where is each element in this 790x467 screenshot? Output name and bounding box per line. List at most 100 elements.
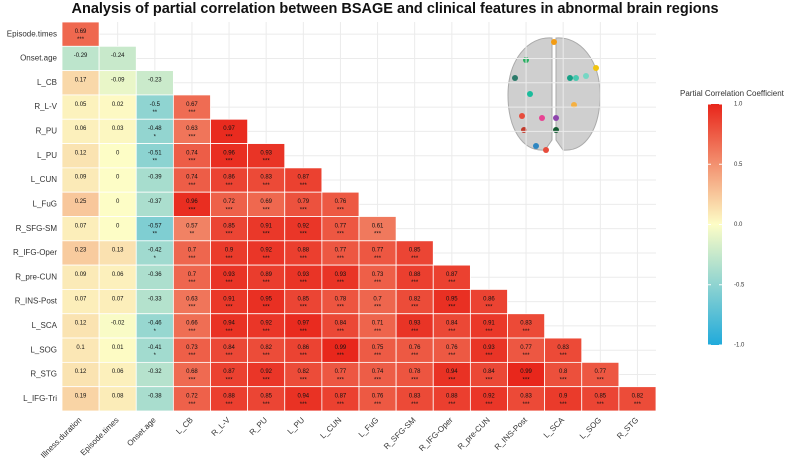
cell-value: 0.13 bbox=[112, 248, 124, 254]
heatmap-cell bbox=[61, 21, 100, 47]
heatmap-cell bbox=[395, 337, 434, 363]
heatmap-cell bbox=[172, 264, 211, 290]
heatmap-cell bbox=[98, 191, 137, 217]
cell-significance: *** bbox=[337, 305, 345, 311]
cell-value: 0.78 bbox=[409, 369, 421, 375]
cell-significance: *** bbox=[337, 377, 345, 383]
cell-value: -0.39 bbox=[148, 175, 162, 181]
cell-value: 0.77 bbox=[335, 248, 347, 254]
cell-value: 0.86 bbox=[223, 175, 235, 181]
y-tick-label: L_FuG bbox=[33, 199, 57, 208]
y-tick-label: R_PU bbox=[36, 127, 58, 136]
cell-significance: *** bbox=[411, 377, 419, 383]
brain-illustration bbox=[507, 37, 601, 153]
cell-significance: *** bbox=[188, 134, 196, 140]
cell-value: 0.82 bbox=[409, 296, 421, 302]
heatmap-cell bbox=[172, 118, 211, 144]
y-tick-label: L_SOG bbox=[30, 345, 57, 354]
cell-value: -0.02 bbox=[111, 321, 125, 327]
cell-value: 0.7 bbox=[188, 248, 197, 254]
heatmap-cell bbox=[395, 361, 434, 388]
cell-significance: *** bbox=[337, 402, 345, 408]
cell-value: 0.77 bbox=[594, 369, 606, 375]
heatmap-cell bbox=[135, 337, 174, 363]
heatmap-cell bbox=[98, 45, 137, 72]
x-tick-label: L_FuG bbox=[357, 416, 381, 440]
colorbar-title: Partial Correlation Coefficient bbox=[680, 89, 785, 98]
x-tick-label: Episode.times bbox=[79, 416, 121, 458]
cell-value: -0.57 bbox=[148, 223, 162, 229]
heatmap-cell bbox=[507, 386, 546, 412]
colorbar-tick-label: 0.0 bbox=[734, 222, 743, 228]
cell-significance: *** bbox=[226, 232, 234, 238]
heatmap-cell bbox=[135, 216, 174, 242]
cell-significance: *** bbox=[263, 329, 271, 335]
heatmap-cell bbox=[247, 386, 286, 412]
cell-value: 0.02 bbox=[112, 102, 124, 108]
cell-significance: *** bbox=[374, 256, 382, 262]
cell-significance: *** bbox=[374, 353, 382, 359]
cell-significance: *** bbox=[188, 329, 196, 335]
cell-value: 0.7 bbox=[188, 272, 197, 278]
cell-value: -0.41 bbox=[148, 345, 162, 351]
cell-significance: *** bbox=[374, 305, 382, 311]
cell-value: 0.87 bbox=[223, 369, 235, 375]
cell-significance: *** bbox=[188, 159, 196, 165]
cell-value: -0.51 bbox=[148, 150, 162, 156]
y-tick-label: Episode.times bbox=[7, 29, 57, 38]
heatmap-cell bbox=[98, 264, 137, 290]
cell-significance: *** bbox=[188, 305, 196, 311]
x-tick-label: L_CUN bbox=[318, 415, 343, 440]
cell-value: 0.93 bbox=[335, 272, 347, 278]
cell-value: 0.91 bbox=[260, 223, 272, 229]
cell-significance: *** bbox=[485, 329, 493, 335]
cell-value: 0.88 bbox=[223, 394, 235, 400]
cell-significance: * bbox=[154, 256, 157, 262]
cell-value: 0.57 bbox=[186, 223, 198, 229]
cell-significance: *** bbox=[597, 402, 605, 408]
cell-value: 0.83 bbox=[520, 394, 532, 400]
cell-value: 0.72 bbox=[223, 199, 235, 205]
cell-significance: *** bbox=[263, 353, 271, 359]
cell-significance: *** bbox=[300, 402, 308, 408]
x-tick-label: L_SOG bbox=[578, 416, 603, 441]
cell-significance: *** bbox=[300, 305, 308, 311]
cell-significance: *** bbox=[485, 402, 493, 408]
heatmap-cell bbox=[321, 191, 360, 217]
cell-value: 0.92 bbox=[297, 223, 309, 229]
heatmap-cell bbox=[135, 118, 174, 144]
cell-significance: *** bbox=[448, 402, 456, 408]
heatmap-cell bbox=[395, 289, 434, 315]
heatmap-cell bbox=[284, 337, 323, 363]
cell-significance: *** bbox=[188, 353, 196, 359]
cell-value: 0.66 bbox=[186, 321, 198, 327]
cell-value: 0.9 bbox=[225, 248, 234, 254]
cell-significance: *** bbox=[300, 377, 308, 383]
cell-value: 0.84 bbox=[483, 369, 495, 375]
heatmap-cell bbox=[358, 313, 397, 339]
cell-significance: *** bbox=[485, 353, 493, 359]
cell-value: 0.06 bbox=[75, 126, 87, 132]
cell-value: 0.93 bbox=[483, 345, 495, 351]
cell-value: 0.06 bbox=[112, 272, 124, 278]
cell-significance: *** bbox=[448, 353, 456, 359]
cell-value: 0.72 bbox=[186, 394, 198, 400]
heatmap-cell bbox=[172, 386, 211, 412]
cell-value: 0.12 bbox=[75, 150, 87, 156]
cell-value: 0.68 bbox=[186, 369, 198, 375]
cell-value: -0.29 bbox=[74, 53, 88, 59]
cell-value: 0.69 bbox=[260, 199, 272, 205]
colorbar-tick-label: -1.0 bbox=[734, 343, 745, 349]
heatmap-cell bbox=[284, 167, 323, 193]
heatmap-cell bbox=[544, 337, 583, 363]
heatmap-cell bbox=[395, 264, 434, 290]
heatmap-cell bbox=[61, 118, 100, 144]
heatmap-cell bbox=[98, 94, 137, 120]
cell-value: 0.71 bbox=[372, 321, 384, 327]
cell-value: 0.87 bbox=[297, 175, 309, 181]
heatmap-cell bbox=[247, 313, 286, 339]
cell-value: 0.93 bbox=[260, 150, 272, 156]
heatmap-cell bbox=[172, 289, 211, 315]
cell-significance: *** bbox=[485, 377, 493, 383]
